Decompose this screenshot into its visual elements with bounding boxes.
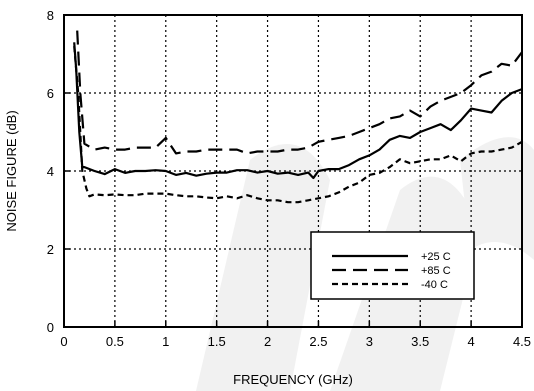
legend-label: +85 C xyxy=(421,265,451,277)
y-tick-label: 0 xyxy=(47,320,54,335)
x-axis-title: FREQUENCY (GHz) xyxy=(233,372,353,387)
series-layer xyxy=(73,30,522,204)
x-tick-label: 3.5 xyxy=(411,334,429,349)
legend-label: -40 C xyxy=(421,279,448,291)
y-axis-title: NOISE FIGURE (dB) xyxy=(4,110,19,231)
y-tick-label: 4 xyxy=(47,164,54,179)
y-axis-ticks: 0 2 4 6 8 xyxy=(47,8,70,335)
x-tick-label: 1.5 xyxy=(208,334,226,349)
y-tick-label: 6 xyxy=(47,86,54,101)
x-axis-ticks: 0 0.5 1 1.5 2 2.5 3 3.5 4 4.5 xyxy=(60,321,531,349)
x-tick-label: 2.5 xyxy=(309,334,327,349)
x-tick-label: 2 xyxy=(264,334,271,349)
x-tick-label: 0 xyxy=(60,334,67,349)
series-line xyxy=(73,42,522,180)
x-tick-label: 4.5 xyxy=(513,334,531,349)
x-tick-label: 0.5 xyxy=(106,334,124,349)
x-tick-label: 1 xyxy=(162,334,169,349)
series-line xyxy=(73,46,522,204)
legend-box xyxy=(310,231,475,300)
x-tick-label: 3 xyxy=(366,334,373,349)
series-line xyxy=(76,30,522,155)
y-tick-label: 2 xyxy=(47,242,54,257)
x-tick-label: 4 xyxy=(467,334,474,349)
legend-label: +25 C xyxy=(421,251,451,263)
legend: +25 C +85 C -40 C xyxy=(310,231,475,300)
y-tick-label: 8 xyxy=(47,8,54,23)
